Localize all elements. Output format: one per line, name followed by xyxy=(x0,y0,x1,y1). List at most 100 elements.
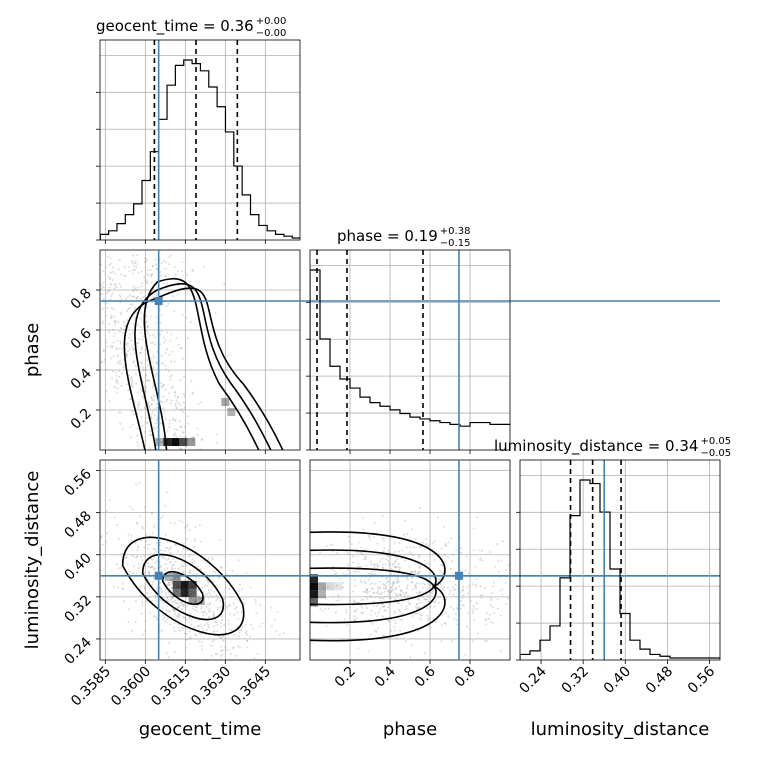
scatter-point xyxy=(419,613,422,616)
scatter-point xyxy=(176,615,179,618)
scatter-point xyxy=(173,622,176,625)
scatter-point xyxy=(141,604,144,607)
scatter-point xyxy=(254,601,257,604)
scatter-point xyxy=(170,579,173,582)
scatter-point xyxy=(447,556,450,559)
scatter-point xyxy=(167,581,170,584)
scatter-point xyxy=(122,274,125,277)
scatter-point xyxy=(423,583,426,586)
scatter-point xyxy=(173,611,176,614)
scatter-point xyxy=(428,543,431,546)
scatter-point xyxy=(270,625,273,628)
scatter-point xyxy=(241,625,244,628)
scatter-point xyxy=(177,599,180,602)
scatter-point xyxy=(347,535,350,538)
scatter-point xyxy=(160,517,163,520)
scatter-point xyxy=(413,571,416,574)
scatter-point xyxy=(382,539,385,542)
scatter-point xyxy=(155,419,158,422)
scatter-point xyxy=(114,283,117,286)
scatter-point xyxy=(433,605,436,608)
scatter-point xyxy=(134,373,137,376)
scatter-point xyxy=(453,617,456,620)
scatter-point xyxy=(136,546,139,549)
scatter-point xyxy=(390,586,393,589)
scatter-point xyxy=(415,585,418,588)
scatter-point xyxy=(234,662,236,664)
scatter-point xyxy=(65,330,67,332)
scatter-point xyxy=(132,361,135,364)
scatter-point xyxy=(148,543,151,546)
scatter-point xyxy=(109,277,112,280)
scatter-point xyxy=(398,593,401,596)
scatter-point xyxy=(139,409,142,412)
scatter-point xyxy=(199,540,202,543)
scatter-point xyxy=(91,311,93,313)
scatter-point xyxy=(175,435,178,438)
scatter-point xyxy=(144,583,147,586)
scatter-point xyxy=(417,598,420,601)
scatter-point xyxy=(187,638,190,641)
scatter-point xyxy=(152,577,155,580)
scatter-point xyxy=(366,592,369,595)
scatter-point xyxy=(129,505,132,508)
scatter-point xyxy=(141,366,144,369)
scatter-point xyxy=(363,548,366,551)
xtick-label: 0.8 xyxy=(452,664,479,691)
scatter-point xyxy=(132,565,135,568)
density-cell xyxy=(318,590,326,599)
scatter-point xyxy=(136,254,139,257)
density-cell xyxy=(310,582,318,591)
scatter-point xyxy=(478,558,481,561)
scatter-point xyxy=(472,583,475,586)
scatter-point xyxy=(101,307,104,310)
scatter-point xyxy=(164,260,167,263)
scatter-point xyxy=(372,563,375,566)
scatter-point xyxy=(119,273,122,276)
scatter-point xyxy=(200,610,203,613)
scatter-point xyxy=(135,556,138,559)
scatter-point xyxy=(410,570,413,573)
scatter-point xyxy=(168,610,171,613)
scatter-point xyxy=(176,406,179,409)
scatter-point xyxy=(177,612,180,615)
scatter-point xyxy=(504,569,507,572)
scatter-point xyxy=(115,347,118,350)
scatter-point xyxy=(143,585,146,588)
scatter-point xyxy=(182,603,185,606)
scatter-point xyxy=(163,568,166,571)
scatter-point xyxy=(410,570,413,573)
scatter-point xyxy=(168,419,171,422)
scatter-point xyxy=(168,392,171,395)
scatter-point xyxy=(168,547,171,550)
scatter-point xyxy=(176,293,179,296)
scatter-point xyxy=(391,581,394,584)
scatter-point xyxy=(170,596,173,599)
scatter-point xyxy=(362,590,365,593)
scatter-point xyxy=(117,268,120,271)
scatter-point xyxy=(123,322,126,325)
scatter-point xyxy=(98,320,100,322)
scatter-point xyxy=(434,621,437,624)
scatter-point xyxy=(378,592,381,595)
scatter-point xyxy=(107,323,110,326)
scatter-point xyxy=(169,623,172,626)
scatter-point xyxy=(164,275,167,278)
scatter-point xyxy=(123,328,126,331)
scatter-point xyxy=(371,587,374,590)
scatter-point xyxy=(385,577,388,580)
scatter-point xyxy=(160,274,163,277)
scatter-point xyxy=(165,547,168,550)
scatter-point xyxy=(92,270,94,272)
scatter-point xyxy=(153,524,156,527)
scatter-point xyxy=(384,563,387,566)
scatter-point xyxy=(325,545,328,548)
scatter-point xyxy=(168,263,171,266)
scatter-point xyxy=(107,289,110,292)
scatter-point xyxy=(550,565,552,567)
scatter-point xyxy=(490,599,493,602)
scatter-point xyxy=(378,597,381,600)
scatter-point xyxy=(163,616,166,619)
scatter-point xyxy=(144,322,147,325)
